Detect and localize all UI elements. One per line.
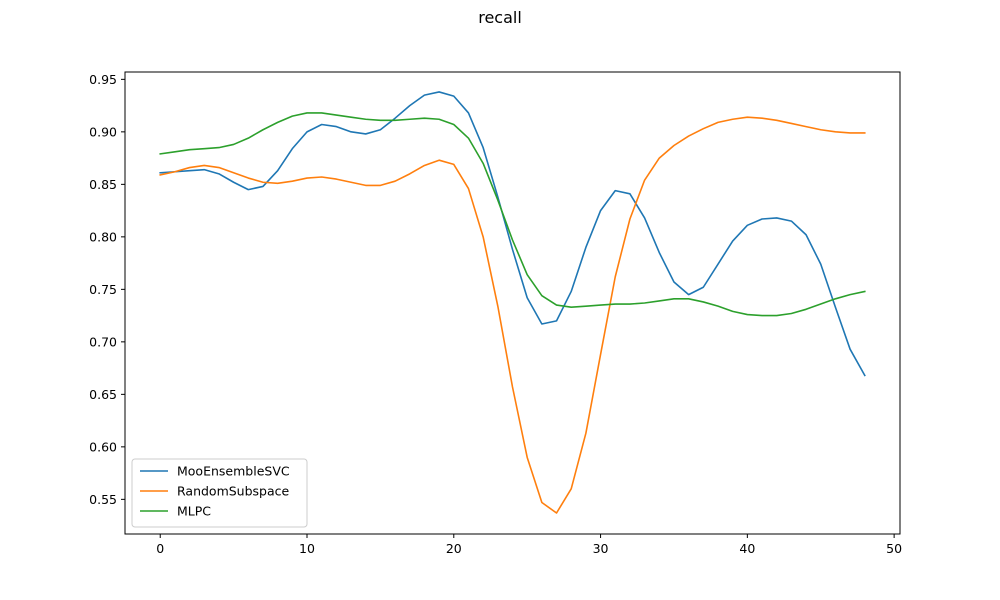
y-tick-label: 0.75 [89, 282, 117, 297]
x-tick-label: 50 [886, 541, 902, 556]
legend-label: MLPC [177, 504, 211, 519]
x-tick-label: 20 [446, 541, 462, 556]
legend-box [131, 458, 308, 528]
x-tick-label: 30 [593, 541, 609, 556]
x-tick-label: 0 [156, 541, 164, 556]
series-layer [159, 91, 866, 514]
y-tick-label: 0.85 [89, 177, 117, 192]
y-tick-label: 0.60 [89, 439, 117, 454]
legend: MooEnsembleSVC RandomSubspace MLPC [131, 458, 308, 528]
legend-label: RandomSubspace [177, 484, 290, 499]
series-line-mlpc [159, 112, 866, 317]
y-tick-label: 0.90 [89, 124, 117, 139]
y-tick-label: 0.65 [89, 387, 117, 402]
y-tick-label: 0.95 [89, 72, 117, 87]
x-tick-label: 40 [739, 541, 755, 556]
x-axis: 0 10 20 30 40 50 [156, 534, 902, 556]
y-tick-label: 0.80 [89, 229, 117, 244]
y-axis: 0.55 0.60 0.65 0.70 0.75 0.80 0.85 0.90 0.95 [89, 72, 125, 507]
legend-label: MooEnsembleSVC [177, 464, 290, 479]
series-line-randomsubspace [159, 116, 866, 514]
series-line-mooensemblesvc [159, 91, 866, 377]
y-tick-label: 0.70 [89, 334, 117, 349]
chart-title: recall [478, 8, 522, 27]
y-tick-label: 0.55 [89, 492, 117, 507]
x-tick-label: 10 [299, 541, 315, 556]
plot-frame [124, 71, 901, 535]
